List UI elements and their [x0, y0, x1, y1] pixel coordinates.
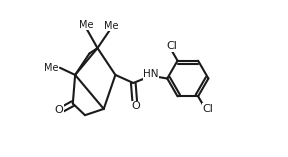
Text: Me: Me: [79, 20, 93, 30]
Text: Cl: Cl: [166, 41, 177, 51]
Text: Me: Me: [104, 21, 118, 31]
Text: O: O: [132, 101, 140, 111]
Text: O: O: [54, 105, 63, 115]
Text: Me: Me: [44, 63, 58, 73]
Text: Cl: Cl: [203, 104, 214, 114]
Text: HN: HN: [143, 69, 159, 79]
